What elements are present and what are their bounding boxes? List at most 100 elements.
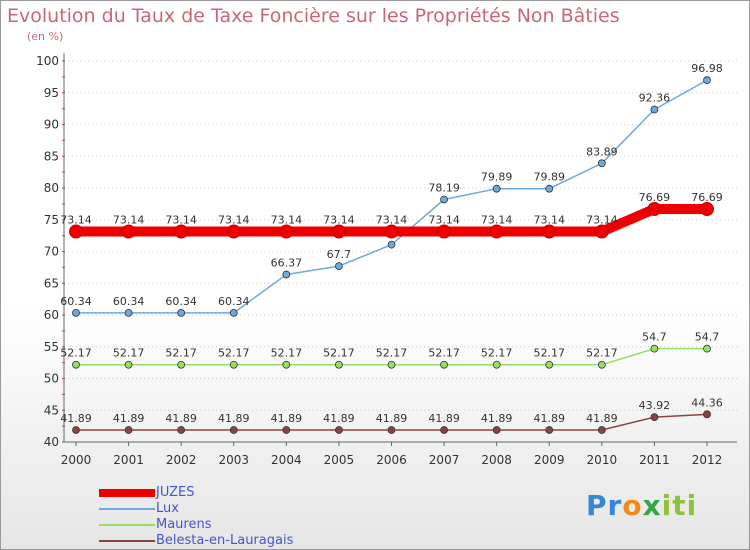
legend-swatch-lux bbox=[99, 508, 155, 510]
logo-part-3: x bbox=[642, 489, 662, 522]
data-label: 79.89 bbox=[534, 171, 566, 184]
data-point bbox=[387, 360, 396, 369]
data-label: 52.17 bbox=[534, 347, 566, 360]
data-label: 67.7 bbox=[327, 248, 352, 261]
logo-part-2: o bbox=[622, 489, 643, 522]
data-point bbox=[177, 308, 186, 317]
data-label: 41.89 bbox=[113, 412, 145, 425]
data-point bbox=[489, 224, 504, 239]
data-point bbox=[226, 224, 241, 239]
data-point bbox=[594, 224, 609, 239]
data-label: 41.89 bbox=[323, 412, 355, 425]
logo-part-4: iti bbox=[661, 489, 698, 522]
data-point bbox=[177, 426, 186, 434]
data-point bbox=[650, 344, 659, 353]
data-point bbox=[282, 426, 291, 434]
data-point bbox=[492, 184, 501, 193]
data-point bbox=[229, 426, 238, 434]
x-tick-label: 2012 bbox=[692, 453, 723, 467]
data-label: 66.37 bbox=[271, 257, 303, 270]
data-point bbox=[69, 224, 83, 239]
x-tick-label: 2010 bbox=[587, 453, 618, 467]
data-point bbox=[492, 360, 501, 369]
data-label: 41.89 bbox=[534, 412, 566, 425]
y-tick-label: 45 bbox=[44, 403, 59, 417]
data-point bbox=[72, 426, 80, 434]
legend-label-juzes: JUZES bbox=[156, 485, 195, 500]
data-point bbox=[121, 224, 136, 239]
unit-label: (en %) bbox=[27, 30, 64, 43]
data-label: 60.34 bbox=[60, 295, 92, 308]
y-tick-label: 65 bbox=[44, 276, 59, 290]
x-tick-label: 2004 bbox=[271, 453, 302, 467]
data-point bbox=[545, 184, 554, 193]
data-point bbox=[384, 224, 399, 239]
y-tick-label: 90 bbox=[44, 118, 59, 132]
data-label: 52.17 bbox=[165, 347, 197, 360]
data-point bbox=[545, 426, 554, 434]
x-tick-label: 2003 bbox=[218, 453, 249, 467]
y-tick-label: 80 bbox=[44, 181, 59, 195]
data-label: 73.14 bbox=[218, 214, 250, 227]
data-label: 52.17 bbox=[481, 347, 513, 360]
data-point bbox=[335, 360, 343, 369]
x-tick-label: 2011 bbox=[639, 453, 670, 467]
data-label: 41.89 bbox=[165, 412, 197, 425]
data-point bbox=[387, 426, 396, 434]
data-label: 54.7 bbox=[642, 331, 667, 344]
data-label: 41.89 bbox=[428, 412, 460, 425]
data-point bbox=[282, 360, 291, 369]
data-point bbox=[650, 413, 659, 422]
data-label: 52.17 bbox=[218, 347, 250, 360]
data-label: 73.14 bbox=[586, 214, 618, 227]
x-tick-label: 2005 bbox=[324, 453, 355, 467]
data-point bbox=[597, 426, 606, 434]
data-point bbox=[124, 426, 133, 434]
data-point bbox=[440, 360, 448, 369]
data-label: 41.89 bbox=[586, 412, 618, 425]
data-label: 96.98 bbox=[691, 62, 723, 75]
legend-label-belesta: Belesta-en-Lauragais bbox=[156, 533, 294, 548]
data-point bbox=[229, 360, 238, 369]
data-point bbox=[440, 195, 448, 204]
data-label: 73.14 bbox=[481, 214, 513, 227]
data-point bbox=[124, 308, 133, 317]
x-tick-label: 2002 bbox=[166, 453, 197, 467]
data-point bbox=[437, 224, 452, 239]
data-label: 52.17 bbox=[113, 347, 145, 360]
data-label: 44.36 bbox=[691, 396, 723, 409]
line-chart: 40 45 50 55 60 65 70 75 80 85 90 95 100 2000 2001 2002 2… bbox=[36, 53, 737, 467]
data-label: 41.89 bbox=[481, 412, 513, 425]
data-label: 73.14 bbox=[271, 214, 303, 227]
data-point bbox=[597, 360, 606, 369]
legend-swatch-belesta bbox=[99, 540, 155, 542]
data-point bbox=[387, 240, 396, 249]
data-label: 73.14 bbox=[165, 214, 197, 227]
x-tick-label: 2008 bbox=[481, 453, 512, 467]
y-tick-label: 40 bbox=[44, 435, 59, 449]
data-label: 92.36 bbox=[639, 92, 671, 105]
data-point bbox=[700, 202, 714, 217]
data-label: 52.17 bbox=[376, 347, 408, 360]
y-tick-label: 70 bbox=[44, 245, 59, 259]
x-tick-label: 2007 bbox=[429, 453, 460, 467]
data-point bbox=[650, 105, 659, 114]
y-tick-label: 85 bbox=[44, 149, 59, 163]
data-label: 41.89 bbox=[218, 412, 250, 425]
data-point bbox=[542, 224, 557, 239]
data-label: 43.92 bbox=[639, 399, 671, 412]
data-point bbox=[174, 224, 189, 239]
y-tick-label: 50 bbox=[44, 372, 59, 386]
data-point bbox=[492, 426, 501, 434]
data-point bbox=[440, 426, 448, 434]
data-point bbox=[72, 308, 80, 317]
data-label: 73.14 bbox=[113, 214, 145, 227]
y-tick-label: 60 bbox=[44, 308, 59, 322]
logo-part-1: Pr bbox=[586, 489, 623, 522]
data-label: 73.14 bbox=[376, 214, 408, 227]
legend-label-maurens: Maurens bbox=[156, 517, 212, 532]
data-point bbox=[229, 308, 238, 317]
proxiti-logo: Proxiti bbox=[586, 489, 697, 522]
x-tick-label: 2001 bbox=[113, 453, 144, 467]
